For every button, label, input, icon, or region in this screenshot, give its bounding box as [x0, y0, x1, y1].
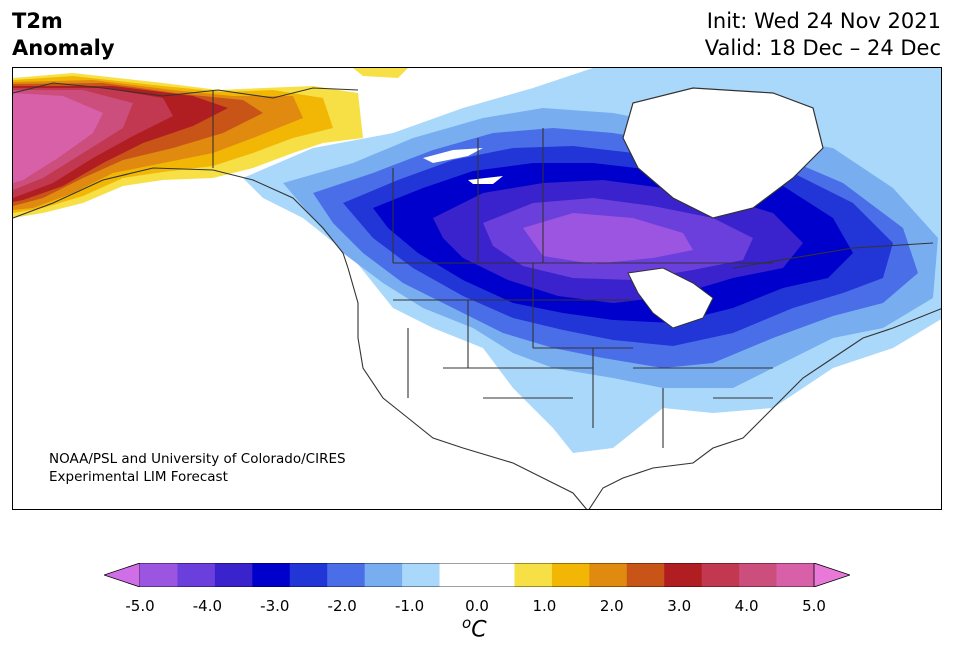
- init-date: Init: Wed 24 Nov 2021: [706, 9, 941, 33]
- colorbar: [104, 563, 850, 587]
- colorbar-segment: [364, 563, 403, 587]
- colorbar-segment: [439, 563, 478, 587]
- colorbar-tick-label: -2.0: [327, 597, 357, 615]
- colorbar-tick-label: -3.0: [260, 597, 290, 615]
- colorbar-tick-label: -1.0: [394, 597, 425, 615]
- anomaly-map: [13, 68, 941, 509]
- colorbar-segment: [327, 563, 366, 587]
- colorbar-segment: [626, 563, 665, 587]
- colorbar-segment: [776, 563, 815, 587]
- credit-line-1: NOAA/PSL and University of Colorado/CIRE…: [49, 451, 346, 467]
- unit-superscript: o: [462, 614, 472, 632]
- colorbar-segment: [289, 563, 328, 587]
- map-panel: [12, 67, 942, 510]
- colorbar-tick-label: -4.0: [192, 597, 223, 615]
- forecast-dates: Init: Wed 24 Nov 2021 Valid: 18 Dec – 24…: [705, 8, 941, 62]
- colorbar-segment: [664, 563, 703, 587]
- alaska-warm-anomaly: [13, 68, 408, 218]
- colorbar-tick-label: 2.0: [599, 597, 624, 615]
- map-title: T2m Anomaly: [12, 8, 115, 62]
- colorbar-segment: [140, 563, 178, 587]
- colorbar-segment: [177, 563, 216, 587]
- colorbar-tick-label: -5.0: [125, 597, 155, 615]
- colorbar-ticks: -5.0 -4.0 -3.0 -2.0 -1.0 0.0 1.0 2.0 3.0 4.0 5.0: [0, 597, 953, 617]
- colorbar-extend-high: [813, 563, 850, 587]
- colorbar-tick-label: 4.0: [734, 597, 759, 615]
- colorbar-tick-label: 0.0: [465, 597, 489, 615]
- water-bodies: [423, 87, 824, 329]
- colorbar-segment: [739, 563, 778, 587]
- colorbar-segment: [551, 563, 590, 587]
- colorbar-segment: [514, 563, 553, 587]
- credit-line-2: Experimental LIM Forecast: [49, 469, 228, 485]
- colorbar-segment: [214, 563, 253, 587]
- colorbar-tick-label: 5.0: [802, 597, 826, 615]
- colorbar-unit: oC: [462, 614, 487, 642]
- colorbar-segment: [477, 563, 515, 587]
- title-line-1: T2m: [12, 9, 63, 33]
- borders: [13, 82, 941, 509]
- colorbar-segment: [252, 563, 291, 587]
- colorbar-segment: [402, 563, 441, 587]
- data-credit: NOAA/PSL and University of Colorado/CIRE…: [49, 450, 346, 486]
- title-line-2: Anomaly: [12, 36, 115, 60]
- colorbar-segment: [589, 563, 628, 587]
- colorbar-segment: [701, 563, 740, 587]
- colorbar-tick-label: 3.0: [667, 597, 692, 615]
- colorbar-tick-label: 1.0: [532, 597, 557, 615]
- unit-label: C: [471, 617, 487, 643]
- colorbar-extend-low: [104, 563, 141, 587]
- valid-range: Valid: 18 Dec – 24 Dec: [704, 36, 941, 60]
